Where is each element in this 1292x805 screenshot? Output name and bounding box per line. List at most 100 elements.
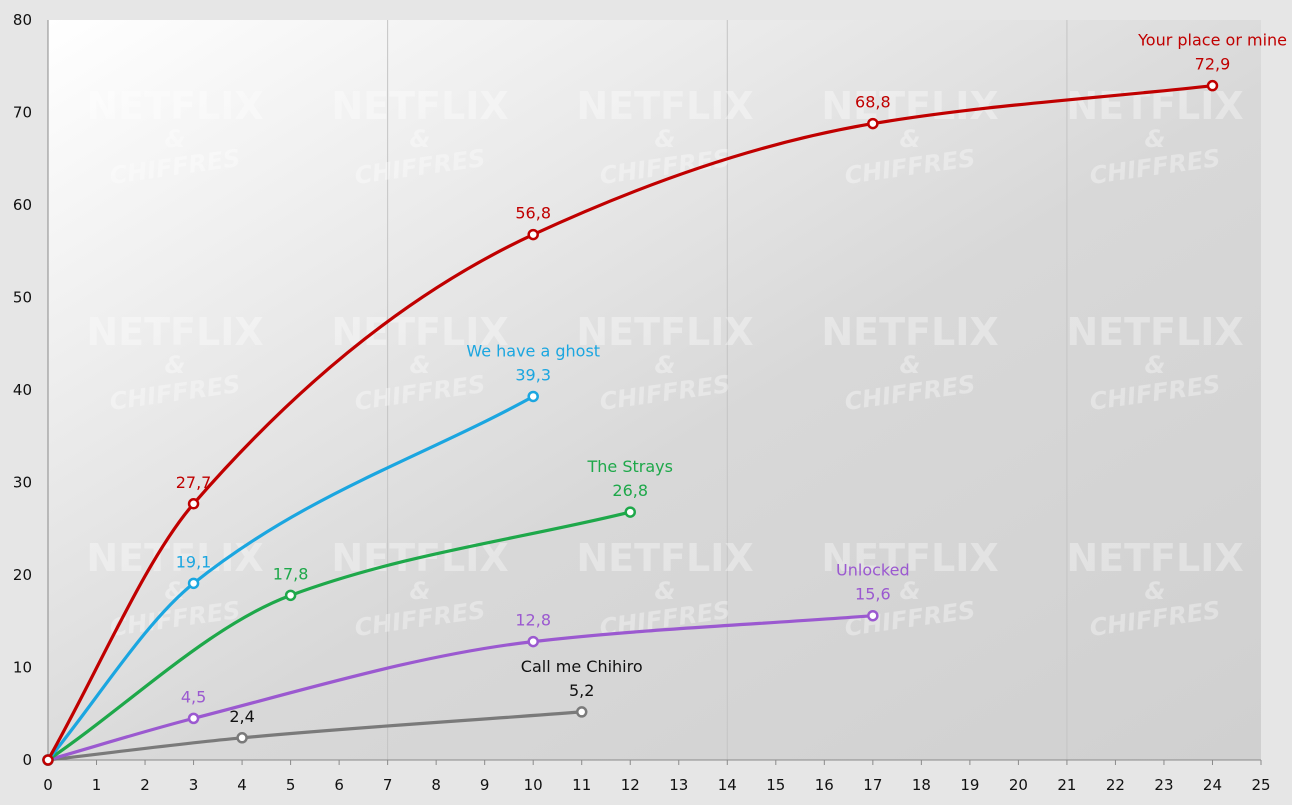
x-tick-label: 23 [1154,776,1173,794]
data-point [624,506,636,518]
watermark-ampersand-text: & [655,577,676,605]
data-point [187,577,200,590]
series-line-call-me-chihiro [46,710,584,762]
x-tick-label: 0 [43,776,53,794]
watermark-netflix-text: NETFLIX [86,536,263,580]
x-tick-label: 7 [383,776,393,794]
series-line-unlocked [46,614,875,762]
watermark-netflix-text: NETFLIX [576,84,753,128]
watermark-ampersand-text: & [410,577,431,605]
series-the-strays: 17,8 26,8 The Strays [42,457,673,766]
watermark-netflix-text: NETFLIX [86,310,263,354]
series-name-label: Your place or mine [1137,31,1287,50]
watermark-ampersand-text: & [655,351,676,379]
x-tick-label: 19 [960,776,979,794]
x-tick-label: 20 [1009,776,1028,794]
y-tick-label: 30 [13,474,32,492]
x-tick-label: 11 [572,776,591,794]
data-point [575,706,588,718]
watermark-ampersand-text: & [410,125,431,153]
data-point [187,498,200,510]
data-label: 12,8 [515,611,551,630]
data-label: 4,5 [181,687,206,706]
x-tick-label: 15 [766,776,785,794]
y-tick-label: 80 [13,11,32,29]
data-label: 26,8 [612,481,648,500]
x-tick-label: 10 [524,776,543,794]
x-tick-label: 4 [237,776,247,794]
grid [387,20,1068,760]
watermark-ampersand-text: & [900,577,921,605]
data-label: 17,8 [273,564,309,583]
x-tick-label: 8 [431,776,441,794]
data-point [867,117,879,130]
series-name-label: We have a ghost [466,341,600,360]
axes: 0 1 2 3 4 5 6 7 8 9 10 11 12 13 14 15 16 17 18 19 20 21 22 23 24… [13,11,1271,794]
watermark-ampersand-text: & [900,351,921,379]
data-point [527,390,539,403]
y-tick-label: 50 [13,289,32,307]
x-tick-label: 12 [621,776,640,794]
data-label: 2,4 [229,707,254,726]
watermark-netflix-text: NETFLIX [821,536,998,580]
x-tick-label: 18 [912,776,931,794]
watermark-netflix-text: NETFLIX [576,536,753,580]
series-name-label: The Strays [587,457,673,476]
watermark-netflix-text: NETFLIX [576,310,753,354]
data-point [284,589,297,602]
watermark-tile: NETFLIX&CHIFFRES [576,84,753,190]
y-tick-label: 40 [13,381,32,399]
plot-area [48,20,1261,760]
data-point [527,228,539,241]
y-tick-label: 20 [13,566,32,584]
y-tick-label: 70 [13,104,32,122]
y-tick-label: 0 [22,751,32,769]
watermark-netflix-text: NETFLIX [1066,536,1243,580]
data-label: 72,9 [1195,55,1231,74]
x-tick-label: 6 [334,776,344,794]
watermark-ampersand-text: & [165,125,186,153]
series-name-label: Unlocked [836,561,910,580]
series-your-place-or-mine: 27,7 56,8 68,8 72,9 Your place or mine [42,31,1287,766]
y-tick-label: 10 [13,659,32,677]
x-tick-label: 2 [140,776,150,794]
x-tick-label: 5 [286,776,296,794]
x-tick-label: 16 [815,776,834,794]
watermark-ampersand-text: & [410,351,431,379]
data-label: 39,3 [515,365,551,384]
data-label: 68,8 [855,93,891,112]
x-tick-label: 1 [92,776,102,794]
watermark-ampersand-text: & [165,577,186,605]
watermark-ampersand-text: & [900,125,921,153]
data-point [867,609,879,622]
x-tick-label: 24 [1203,776,1222,794]
watermark-netflix-text: NETFLIX [86,84,263,128]
x-tick-label: 9 [480,776,490,794]
x-tick-label: 25 [1251,776,1270,794]
x-tick-label: 3 [189,776,199,794]
watermark-netflix-text: NETFLIX [331,310,508,354]
x-tick-label: 17 [863,776,882,794]
watermark-ampersand-text: & [1145,577,1166,605]
y-tick-label: 60 [13,196,32,214]
series-name-label: Call me Chihiro [521,657,643,676]
data-label: 27,7 [176,473,212,492]
x-tick-label: 22 [1106,776,1125,794]
watermark-ampersand-text: & [1145,125,1166,153]
data-label: 5,2 [569,681,594,700]
data-point [236,732,248,744]
series-line-we-have-a-ghost [46,394,535,762]
watermark-ampersand-text: & [1145,351,1166,379]
data-point [527,635,539,648]
watermark-ampersand-text: & [165,351,186,379]
series: 2,4 5,2 Call me Chihiro 4,5 12,8 15,6 Unlocked… [42,31,1287,766]
data-label: 15,6 [855,585,891,604]
watermark-netflix-text: NETFLIX [331,84,508,128]
watermark-netflix-text: NETFLIX [821,84,998,128]
watermark-netflix-text: NETFLIX [1066,310,1243,354]
data-point [187,712,200,725]
data-point [1206,79,1219,92]
watermark-netflix-text: NETFLIX [821,310,998,354]
